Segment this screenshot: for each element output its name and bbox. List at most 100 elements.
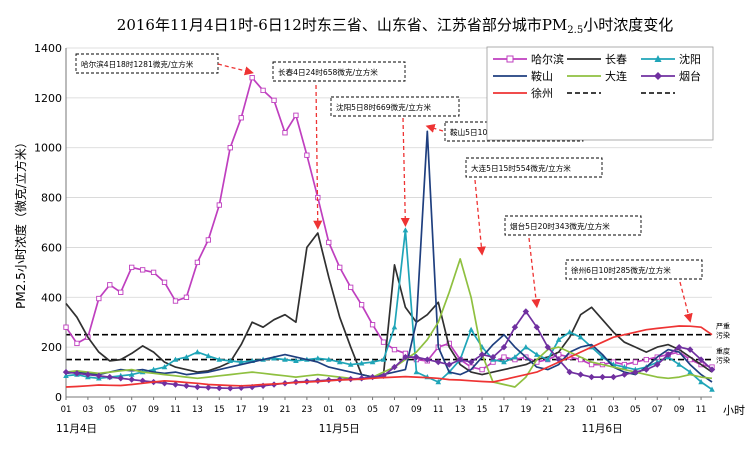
data-point (426, 376, 428, 378)
data-point (194, 349, 201, 355)
data-point (667, 348, 669, 350)
data-point (106, 373, 113, 381)
legend-label: 哈尔滨 (531, 52, 564, 66)
reference-line-label: 污染 (716, 356, 730, 365)
data-point (448, 346, 450, 348)
data-point (130, 352, 132, 354)
x-tick-label: 07 (126, 405, 137, 415)
data-point (87, 336, 89, 338)
data-point (325, 356, 332, 362)
x-tick-label: 13 (192, 405, 203, 415)
data-point (601, 363, 603, 365)
data-point (656, 327, 658, 329)
data-point (612, 366, 614, 368)
data-point (612, 336, 614, 338)
data-point (172, 381, 179, 388)
data-point (415, 321, 417, 323)
data-point (579, 346, 581, 348)
data-point (141, 368, 143, 370)
data-point (317, 361, 319, 363)
data-point (568, 336, 570, 338)
annotation-box (565, 259, 703, 280)
annotation-box (465, 157, 603, 178)
data-point (623, 341, 625, 343)
data-point (689, 325, 691, 327)
annotation-callout: 长春4日24时658微克/立方米 (272, 61, 406, 230)
data-point (577, 334, 584, 340)
reference-line-label: 重度 (716, 347, 730, 356)
data-point (130, 368, 132, 370)
x-tick-label: 21 (280, 405, 291, 415)
data-point (306, 375, 308, 377)
data-point (500, 343, 508, 351)
data-point (109, 360, 111, 362)
data-point (448, 291, 450, 293)
data-point (295, 376, 297, 378)
x-tick-label: 01 (61, 405, 72, 415)
data-point (459, 258, 461, 260)
data-point (227, 357, 234, 364)
data-point (700, 326, 702, 328)
x-tick-label: 23 (564, 405, 575, 415)
data-point (533, 324, 541, 331)
annotation-arrow (313, 84, 323, 230)
data-point (590, 346, 592, 348)
data-point (612, 331, 614, 333)
data-point (128, 376, 135, 383)
x-tick-label: 09 (411, 405, 422, 415)
data-point (404, 306, 406, 308)
data-point (435, 358, 442, 366)
data-point (577, 371, 584, 378)
data-point (700, 373, 702, 375)
data-point (358, 360, 365, 366)
y-tick-label: 0 (55, 391, 62, 404)
series-长春 (65, 232, 713, 378)
data-point (402, 353, 409, 361)
data-point (358, 302, 365, 308)
data-point (141, 345, 143, 347)
data-point (337, 264, 343, 271)
data-point (665, 351, 672, 358)
data-point (293, 112, 299, 118)
data-point (293, 357, 299, 364)
y-tick-label: 1200 (34, 92, 62, 105)
legend-label: 长春 (605, 53, 627, 66)
legend-marker (506, 55, 514, 63)
chart-title-tail: 小时浓度变化 (583, 16, 673, 34)
data-point (697, 356, 705, 363)
annotation-text: 长春4日24时658微克/立方米 (278, 67, 378, 77)
data-point (700, 363, 702, 365)
data-point (610, 373, 617, 381)
data-point (590, 361, 592, 363)
legend-item: 沈阳 (641, 52, 701, 66)
annotation-text: 哈尔滨4日18时1281微克/立方米 (81, 59, 194, 69)
x-tick-label: 01 (323, 405, 334, 415)
reference-line-label: 严重 (716, 323, 730, 331)
data-point (339, 368, 341, 370)
y-tick-label: 600 (41, 241, 62, 254)
data-point (196, 372, 198, 374)
data-point (238, 115, 244, 121)
data-point (678, 325, 680, 327)
data-point (667, 377, 669, 379)
y-tick-label: 400 (41, 291, 62, 304)
data-point (65, 302, 67, 304)
data-point (262, 372, 264, 374)
data-point (120, 358, 122, 360)
data-point (568, 356, 570, 358)
data-point (174, 380, 176, 382)
data-point (163, 361, 165, 363)
annotation-arrow (217, 63, 254, 76)
chart-title: 2016年11月4日1时-6日12时东三省、山东省、江苏省部分城市PM2.5小时… (117, 16, 673, 36)
data-point (645, 351, 647, 353)
data-point (251, 321, 253, 323)
data-point (185, 381, 187, 383)
data-point (205, 237, 211, 243)
data-point (371, 377, 373, 379)
data-point (284, 382, 286, 384)
data-point (120, 370, 122, 372)
data-point (262, 358, 264, 360)
data-point (708, 366, 716, 373)
